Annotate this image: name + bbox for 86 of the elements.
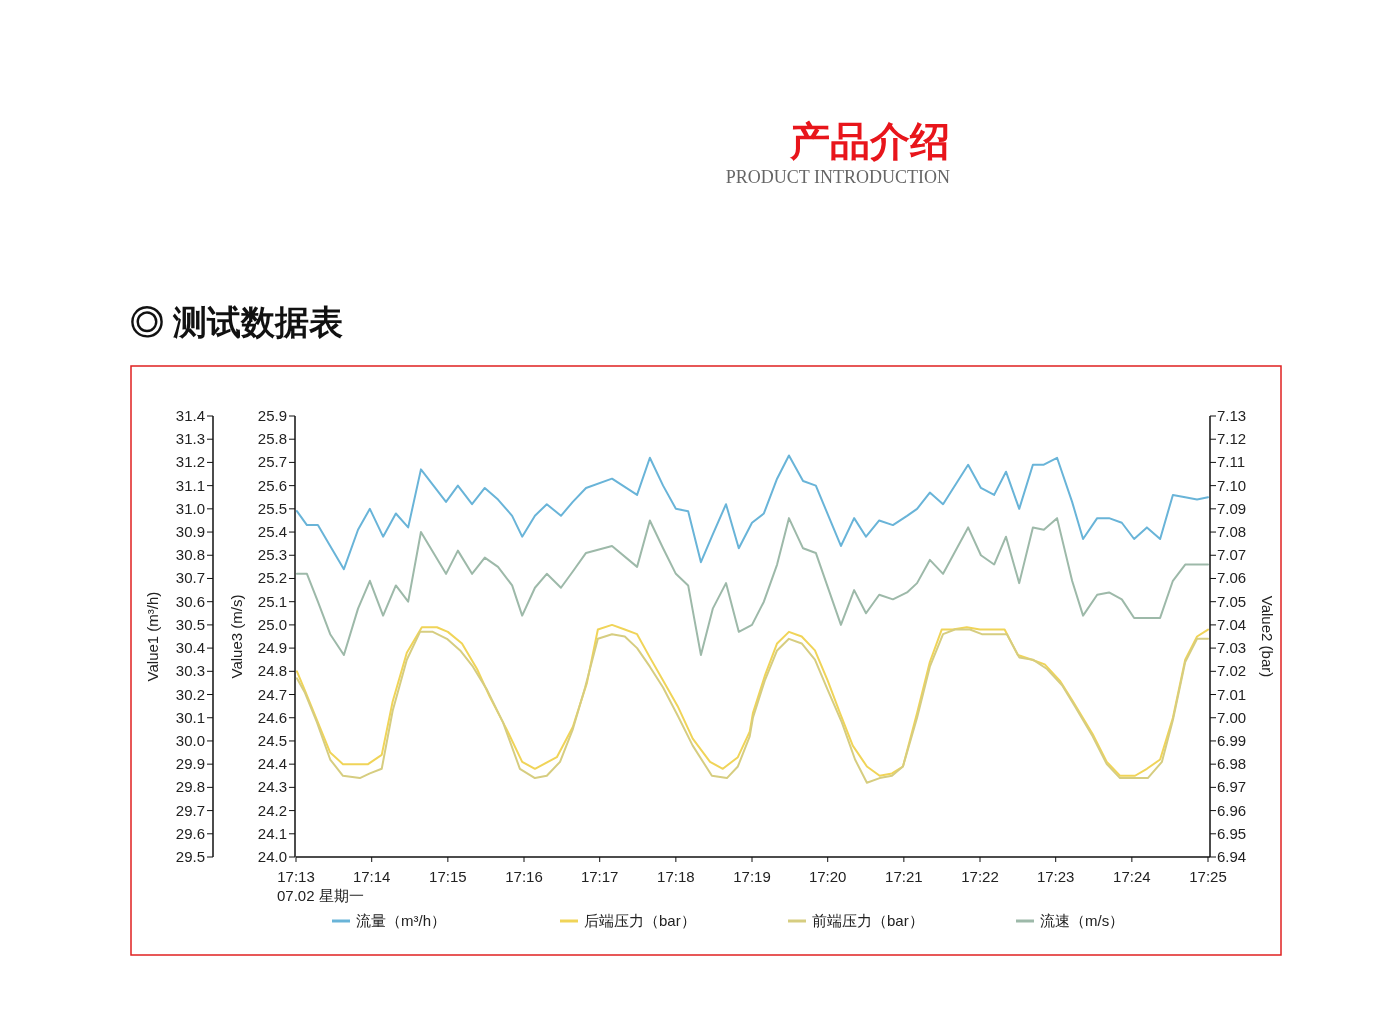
y-tick-label: 29.7 <box>175 801 205 819</box>
y3-tick-label: 24.3 <box>257 778 287 796</box>
y3-tick-label: 24.8 <box>257 662 287 680</box>
y3-axis-title: Value3 (m/s) <box>228 594 245 679</box>
y2-tick-label: 6.94 <box>1217 848 1247 865</box>
line-series <box>295 517 1209 657</box>
y-tick-label: 30.2 <box>175 685 205 703</box>
y2-tick-label: 6.97 <box>1217 778 1247 796</box>
y3-tick-label: 25.8 <box>257 430 287 448</box>
y3-tick-label: 24.6 <box>257 708 287 726</box>
x-tick-label: 17:15 <box>429 868 467 885</box>
x-tick-label: 17:23 <box>1036 868 1075 885</box>
legend-label: 流量（m³/h） <box>356 912 446 929</box>
y3-tick-label: 24.7 <box>257 685 287 703</box>
x-tick-label: 17:21 <box>885 868 923 885</box>
y3-tick-label: 24.1 <box>257 824 287 842</box>
y2-tick-label: 7.03 <box>1217 639 1247 657</box>
y-tick-label: 31.3 <box>175 430 205 448</box>
y3-tick-label: 24.0 <box>257 848 287 865</box>
y2-tick-label: 7.10 <box>1217 476 1247 494</box>
text: 07.02 星期一 <box>277 887 364 904</box>
y2-tick-label: 7.02 <box>1217 662 1247 680</box>
y2-tick-label: 7.12 <box>1217 430 1247 448</box>
y-tick-label: 30.8 <box>175 546 205 564</box>
y2-tick-label: 6.98 <box>1217 755 1247 773</box>
y3-tick-label: 24.4 <box>257 755 287 773</box>
y2-tick-label: 7.07 <box>1217 546 1247 564</box>
y-tick-label: 30.7 <box>175 569 205 587</box>
y3-tick-label: 25.2 <box>257 569 287 587</box>
legend-label: 流速（m/s） <box>1040 912 1125 929</box>
y-axis-title: Value1 (m³/h) <box>144 591 161 682</box>
x-tick-label: 17:16 <box>505 868 543 885</box>
x-tick-label: 17:18 <box>657 868 695 885</box>
y2-tick-label: 7.05 <box>1217 592 1247 610</box>
y2-axis-title: Value2 (bar) <box>1259 595 1276 678</box>
x-tick-label: 17:20 <box>808 868 847 885</box>
y-tick-label: 30.3 <box>175 662 205 680</box>
line-series <box>295 454 1209 571</box>
x-tick-label: 17:25 <box>1189 868 1227 885</box>
y2-tick-label: 7.04 <box>1217 615 1247 633</box>
text: PRODUCT INTRODUCTION <box>725 167 950 187</box>
y-tick-label: 30.5 <box>175 615 205 633</box>
y3-tick-label: 25.5 <box>257 499 287 517</box>
y-tick-label: 30.9 <box>175 523 205 541</box>
y-tick-label: 30.0 <box>175 731 205 749</box>
x-tick-label: 17:24 <box>1113 868 1151 885</box>
y-tick-label: 31.1 <box>175 476 205 494</box>
y2-tick-label: 7.00 <box>1217 708 1247 726</box>
y2-tick-label: 6.95 <box>1217 824 1247 842</box>
y2-tick-label: 7.08 <box>1217 523 1247 541</box>
y2-tick-label: 7.06 <box>1217 569 1247 587</box>
y3-tick-label: 25.7 <box>257 453 287 471</box>
y3-tick-label: 25.4 <box>257 523 287 541</box>
y3-tick-label: 24.5 <box>257 731 287 749</box>
text: 产品介绍 <box>789 119 950 163</box>
y-tick-label: 30.4 <box>175 639 205 657</box>
y2-tick-label: 7.11 <box>1217 453 1246 471</box>
y3-tick-label: 25.0 <box>257 615 287 633</box>
y3-tick-label: 24.2 <box>257 801 287 819</box>
y3-tick-label: 24.9 <box>257 639 287 657</box>
y2-tick-label: 7.09 <box>1217 499 1247 517</box>
y2-tick-label: 6.96 <box>1217 801 1247 819</box>
y2-tick-label: 7.13 <box>1217 407 1247 424</box>
x-tick-label: 17:13 <box>277 868 315 885</box>
y-tick-label: 31.0 <box>175 499 205 517</box>
y3-tick-label: 25.9 <box>257 407 287 424</box>
y3-tick-label: 25.3 <box>257 546 287 564</box>
y-tick-label: 29.8 <box>175 778 205 796</box>
y-tick-label: 31.2 <box>175 453 205 471</box>
x-tick-label: 17:19 <box>733 868 771 885</box>
y-tick-label: 30.6 <box>175 592 205 610</box>
y-tick-label: 29.5 <box>175 848 205 865</box>
y-tick-label: 29.9 <box>175 755 205 773</box>
y3-tick-label: 25.6 <box>257 476 287 494</box>
legend-label: 后端压力（bar） <box>584 912 696 929</box>
y3-tick-label: 25.1 <box>257 592 287 610</box>
legend-label: 前端压力（bar） <box>812 912 924 929</box>
x-tick-label: 17:17 <box>580 868 619 885</box>
chart-title: ◎ 测试数据表 <box>130 303 344 341</box>
y-tick-label: 29.6 <box>175 824 205 842</box>
y2-tick-label: 6.99 <box>1217 731 1247 749</box>
y2-tick-label: 7.01 <box>1217 685 1247 703</box>
x-tick-label: 17:14 <box>352 868 391 885</box>
x-tick-label: 17:22 <box>961 868 999 885</box>
y-tick-label: 30.1 <box>175 708 205 726</box>
y-tick-label: 31.4 <box>175 407 205 424</box>
